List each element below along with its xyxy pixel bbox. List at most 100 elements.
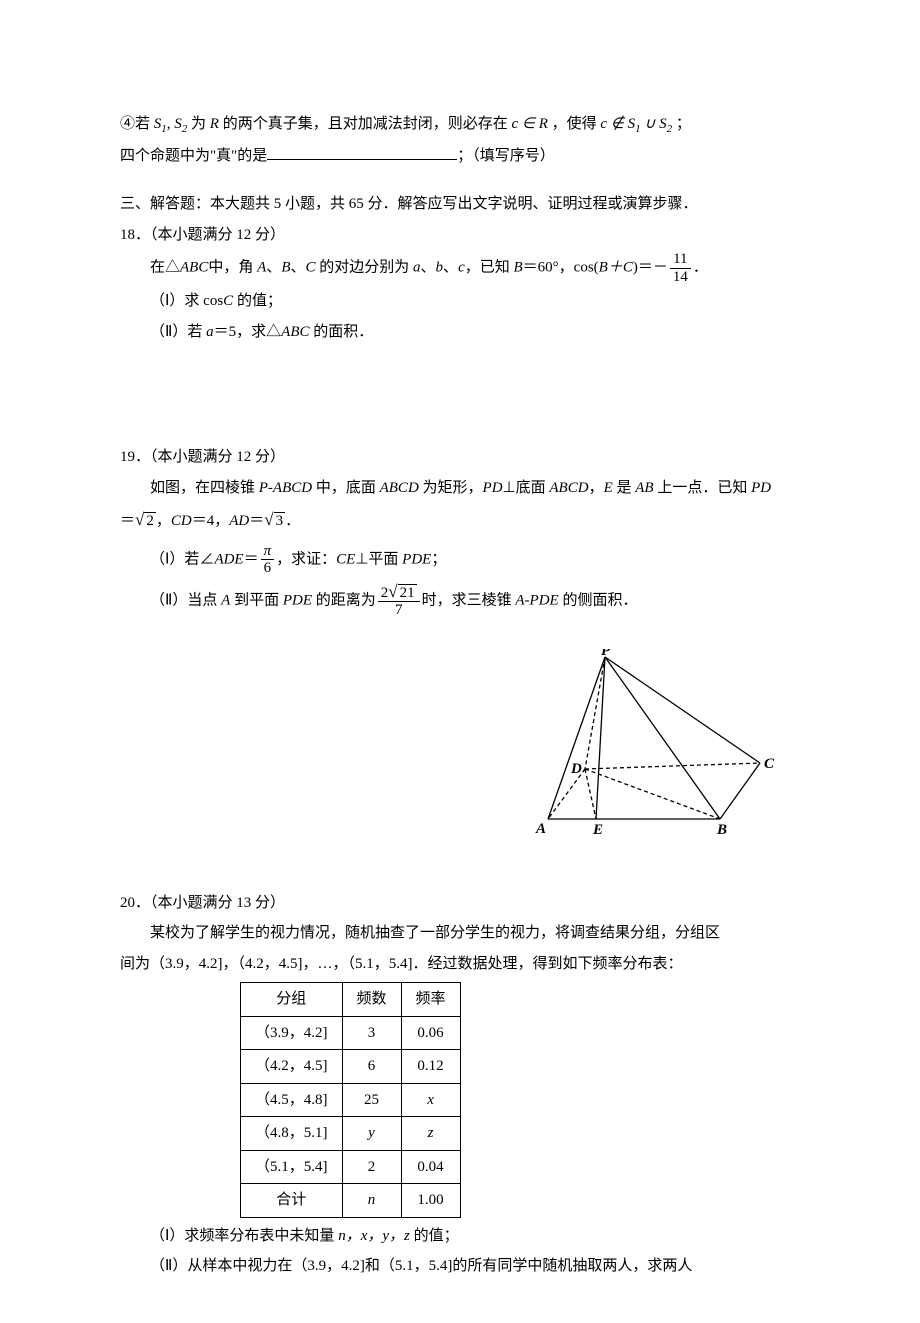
table-cell: n xyxy=(342,1184,401,1218)
text: 的面积． xyxy=(310,324,374,340)
table-cell: 3 xyxy=(342,1016,401,1050)
text: 的距离为 xyxy=(312,592,376,608)
math: PDE xyxy=(283,592,312,608)
text: 是 xyxy=(613,480,636,496)
q17-stmt4: ④若 S1, S2 为 R 的两个真子集，且对加减法封闭，则必存在 c ∈ R … xyxy=(120,110,800,140)
text: 四个命题中为"真"的是 xyxy=(120,148,267,164)
q18-head: 18．（本小题满分 12 分） xyxy=(120,221,800,250)
table-cell: y xyxy=(342,1117,401,1151)
math: PD xyxy=(483,480,503,496)
text: ，求证： xyxy=(276,551,336,567)
svg-text:A: A xyxy=(535,821,546,837)
text: 时，求三棱锥 xyxy=(422,592,516,608)
text: ＝4， xyxy=(192,513,230,529)
q19-figure-wrap: PDCAEB xyxy=(120,649,800,839)
math: E xyxy=(604,480,613,496)
text: 某校为了解学生的视力情况，随机抽查了一部分学生的视力，将调查结果分组，分组区 xyxy=(150,925,720,941)
svg-text:P: P xyxy=(601,649,611,659)
table-cell: 25 xyxy=(342,1083,401,1117)
text: ． xyxy=(693,260,708,276)
table-row: （3.9，4.2]30.06 xyxy=(241,1016,461,1050)
math: C xyxy=(223,293,233,309)
math: C xyxy=(306,260,316,276)
q19-line2: ＝√2，CD＝4，AD＝√3． xyxy=(120,504,800,536)
math: CE xyxy=(336,551,355,567)
section-3-heading: 三、解答题：本大题共 5 小题，共 65 分．解答应写出文字说明、证明过程或演算… xyxy=(120,190,800,219)
math: CD xyxy=(171,513,192,529)
math: c ∉ S1 ∪ S2 xyxy=(600,116,672,132)
svg-text:B: B xyxy=(716,822,727,838)
q18-body: 在△ABC中，角 A、B、C 的对边分别为 a、b、c，已知 B＝60°，cos… xyxy=(120,251,800,285)
text: （Ⅰ）求 cos xyxy=(150,293,223,309)
answer-blank[interactable] xyxy=(267,145,457,160)
pyramid-diagram: PDCAEB xyxy=(530,649,780,839)
math: a xyxy=(413,260,421,276)
math: b xyxy=(436,260,444,276)
math: B xyxy=(281,260,290,276)
table-cell: （3.9，4.2] xyxy=(241,1016,343,1050)
sqrt: √2 xyxy=(135,504,156,536)
q19-line1: 如图，在四棱锥 P-ABCD 中，底面 ABCD 为矩形，PD⊥底面 ABCD，… xyxy=(120,474,800,503)
table-cell: 6 xyxy=(342,1050,401,1084)
table-cell: x xyxy=(401,1083,460,1117)
math: ABCD xyxy=(549,480,588,496)
text: ④若 xyxy=(120,116,154,132)
text: ，cos( xyxy=(559,260,599,276)
text: ⊥平面 xyxy=(355,551,402,567)
text: 的值； xyxy=(410,1228,459,1244)
text: 到平面 xyxy=(230,592,283,608)
text: ． xyxy=(285,513,300,529)
math: c xyxy=(458,260,465,276)
math: R xyxy=(210,116,219,132)
text: 在△ xyxy=(150,260,180,276)
text: （Ⅱ）当点 xyxy=(150,592,221,608)
table-row: （4.2，4.5]60.12 xyxy=(241,1050,461,1084)
svg-text:C: C xyxy=(764,756,775,772)
table-cell: （5.1，5.4] xyxy=(241,1150,343,1184)
math: A-PDE xyxy=(515,592,558,608)
q20-part2: （Ⅱ）从样本中视力在（3.9，4.2]和（5.1，5.4]的所有同学中随机抽取两… xyxy=(120,1252,800,1281)
q20-head: 20．（本小题满分 13 分） xyxy=(120,889,800,918)
math: A xyxy=(221,592,230,608)
text: ；（填写序号） xyxy=(457,148,555,164)
q19-head: 19．（本小题满分 12 分） xyxy=(120,443,800,472)
text: ； xyxy=(672,116,691,132)
table-cell: 合计 xyxy=(241,1184,343,1218)
table-cell: 0.04 xyxy=(401,1150,460,1184)
table-cell: （4.2，4.5] xyxy=(241,1050,343,1084)
frequency-table: 分组频数频率（3.9，4.2]30.06（4.2，4.5]60.12（4.5，4… xyxy=(240,982,461,1218)
text: ，使得 xyxy=(548,116,601,132)
text: ⊥底面 xyxy=(503,480,550,496)
text: （Ⅰ）若∠ xyxy=(150,551,214,567)
text: ， xyxy=(589,480,604,496)
math: PD xyxy=(751,480,771,496)
text: ＝ xyxy=(120,513,135,529)
q20-part1: （Ⅰ）求频率分布表中未知量 n，x，y，z 的值； xyxy=(120,1222,800,1251)
text: )＝－ xyxy=(633,260,668,276)
q18-part2: （Ⅱ）若 a＝5，求△ABC 的面积． xyxy=(120,318,800,347)
text: ，求△ xyxy=(236,324,281,340)
math: B xyxy=(514,260,523,276)
svg-text:D: D xyxy=(570,761,582,777)
math: n，x，y，z xyxy=(338,1228,410,1244)
table-row: 合计n1.00 xyxy=(241,1184,461,1218)
table-cell: 2 xyxy=(342,1150,401,1184)
table-row: （5.1，5.4]20.04 xyxy=(241,1150,461,1184)
text: 中，角 xyxy=(208,260,257,276)
fraction: π6 xyxy=(261,543,275,577)
table-row: （4.8，5.1]yz xyxy=(241,1117,461,1151)
math: c ∈ R xyxy=(511,116,547,132)
text: ＝ xyxy=(249,513,264,529)
table-row: （4.5，4.8]25x xyxy=(241,1083,461,1117)
text: （Ⅰ）求频率分布表中未知量 xyxy=(150,1228,338,1244)
text: 的值； xyxy=(233,293,282,309)
math: a xyxy=(206,324,214,340)
text: 的两个真子集，且对加减法封闭，则必存在 xyxy=(219,116,512,132)
q17-instruction: 四个命题中为"真"的是 ；（填写序号） xyxy=(120,142,800,171)
text: （Ⅱ）若 xyxy=(150,324,206,340)
fraction: 2√217 xyxy=(378,583,420,619)
text: 为矩形， xyxy=(419,480,483,496)
math: AD xyxy=(229,513,249,529)
math: B＋C xyxy=(599,260,633,276)
table-header: 分组 xyxy=(241,983,343,1017)
